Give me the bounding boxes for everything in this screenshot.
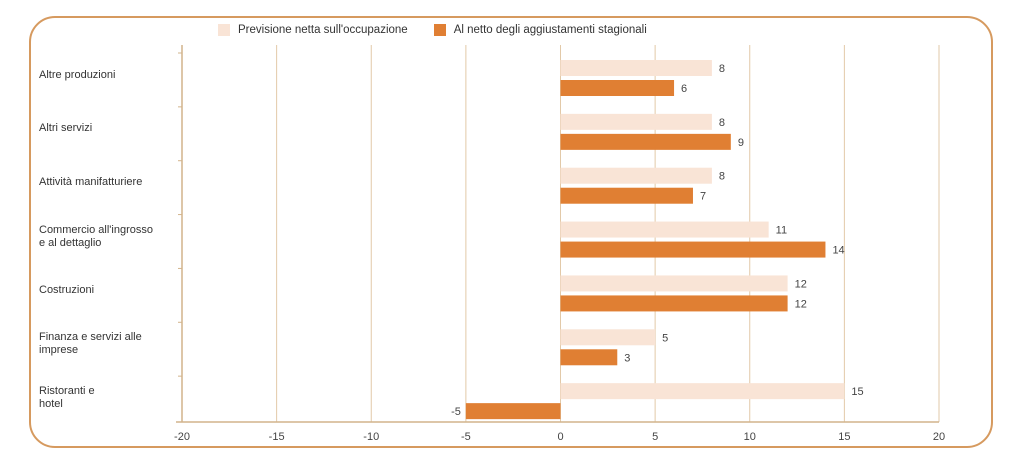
x-tick-label: -15 — [269, 431, 285, 443]
data-label-seasonal: 14 — [832, 245, 844, 257]
data-label-seasonal: 9 — [738, 137, 744, 149]
category-label-line: e al dettaglio — [39, 236, 102, 249]
legend-label-forecast: Previsione netta sull'occupazione — [238, 24, 408, 36]
category-label-line: Altri servizi — [39, 122, 93, 135]
data-label-forecast: 12 — [795, 278, 807, 290]
bar-seasonal — [560, 349, 618, 366]
data-label-seasonal: 3 — [624, 352, 630, 364]
category-label-line: Altre produzioni — [39, 68, 116, 81]
data-label-forecast: 8 — [719, 63, 725, 75]
bar-forecast — [560, 275, 788, 292]
x-tick-label: 20 — [933, 431, 945, 443]
category-label-line: Attività manifatturiere — [39, 176, 143, 189]
bar-forecast — [560, 60, 712, 76]
data-label-forecast: 8 — [719, 171, 725, 183]
legend-swatch-forecast — [218, 24, 230, 36]
category-label: Altri servizi — [39, 122, 174, 135]
category-label-line: Costruzioni — [39, 283, 95, 296]
category-label: Costruzioni — [39, 284, 174, 297]
category-label: Altre produzioni — [39, 69, 174, 82]
chart-frame — [29, 16, 993, 448]
data-label-forecast: 11 — [776, 225, 787, 237]
bar-forecast — [560, 383, 845, 400]
x-tick-label: -5 — [461, 431, 471, 443]
bar-seasonal — [560, 80, 675, 96]
bar-seasonal — [560, 295, 788, 312]
category-label: Attività manifatturiere — [39, 176, 174, 189]
category-label: Finanza e servizi alle imprese — [39, 331, 174, 357]
bar-forecast — [560, 329, 656, 346]
bar-forecast — [560, 167, 712, 184]
x-tick-label: -10 — [363, 431, 379, 443]
bar-seasonal — [560, 241, 826, 258]
legend-item-seasonal: Al netto degli aggiustamenti stagionali — [433, 24, 647, 36]
bar-seasonal — [465, 403, 561, 420]
bar-forecast — [560, 113, 712, 130]
bar-seasonal — [560, 187, 693, 204]
x-tick-label: 5 — [652, 431, 658, 443]
x-tick-label: 10 — [744, 431, 756, 443]
bar-forecast — [560, 221, 769, 238]
x-tick-label: -20 — [174, 431, 190, 443]
legend: Previsione netta sull'occupazione Al net… — [218, 24, 673, 36]
legend-label-seasonal: Al netto degli aggiustamenti stagionali — [453, 24, 647, 36]
data-label-seasonal: 12 — [795, 298, 807, 310]
category-label: Commercio all'ingrosso e al dettaglio — [39, 224, 174, 250]
category-label-line: Finanza e servizi alle — [39, 331, 142, 344]
data-label-forecast: 5 — [662, 332, 668, 344]
x-tick-label: 0 — [557, 431, 563, 443]
bar-seasonal — [560, 133, 731, 150]
data-label-seasonal: 6 — [681, 83, 687, 95]
data-label-forecast: 15 — [851, 386, 863, 398]
x-tick-label: 15 — [838, 431, 850, 443]
category-label: Ristoranti e hotel — [39, 385, 174, 411]
category-label-line: Ristoranti e — [39, 385, 95, 398]
category-label-line: imprese — [39, 344, 79, 357]
data-label-seasonal: -5 — [451, 406, 461, 418]
category-label-line: Commercio all'ingrosso — [39, 223, 153, 236]
category-label-line: hotel — [39, 398, 63, 411]
legend-swatch-seasonal — [433, 24, 446, 36]
data-label-forecast: 8 — [719, 117, 725, 129]
data-label-seasonal: 7 — [700, 191, 706, 203]
legend-item-forecast: Previsione netta sull'occupazione — [218, 24, 408, 36]
